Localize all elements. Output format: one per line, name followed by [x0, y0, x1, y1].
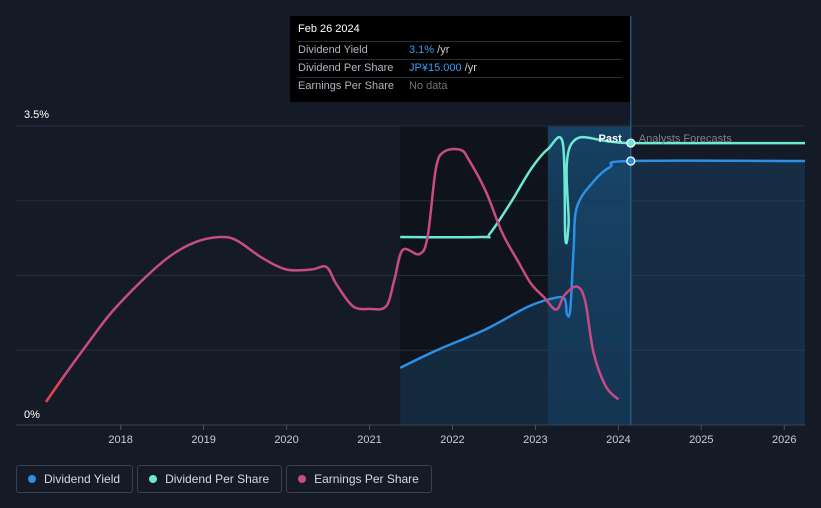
tooltip-label: Dividend Yield	[298, 44, 368, 56]
legend-label: Earnings Per Share	[314, 472, 419, 486]
tooltip-label: Dividend Per Share	[298, 62, 394, 74]
tooltip-row-dividend-per-share: Dividend Per Share JP¥15.000 /yr	[298, 59, 622, 77]
legend-dot-icon	[28, 475, 36, 483]
tooltip-value-suffix: /yr	[461, 62, 477, 74]
tooltip-value-suffix: /yr	[434, 44, 450, 56]
legend: Dividend Yield Dividend Per Share Earnin…	[16, 465, 432, 493]
tooltip-row-earnings-per-share: Earnings Per Share No data	[298, 77, 622, 95]
tooltip-row-dividend-yield: Dividend Yield 3.1% /yr	[298, 41, 622, 59]
x-tick-label: 2025	[689, 434, 713, 446]
forecast-dots	[626, 138, 636, 166]
legend-item-earnings-per-share[interactable]: Earnings Per Share	[286, 465, 432, 493]
tooltip-date: Feb 26 2024	[298, 23, 360, 35]
legend-item-dividend-per-share[interactable]: Dividend Per Share	[137, 465, 283, 493]
x-tick-label: 2020	[274, 434, 298, 446]
x-tick-label: 2023	[523, 434, 547, 446]
tooltip-value-number: 3.1%	[409, 44, 435, 56]
legend-label: Dividend Yield	[44, 472, 121, 486]
x-tick-label: 2019	[191, 434, 215, 446]
tooltip-label: Earnings Per Share	[298, 80, 394, 92]
y-tick-label: 0%	[24, 409, 40, 421]
x-tick-label: 2026	[772, 434, 796, 446]
x-tick-label: 2024	[606, 434, 630, 446]
earnings-per-share-line	[44, 147, 620, 403]
series-lines	[44, 135, 806, 403]
earnings-per-share-start-segment	[44, 377, 64, 403]
x-axis: 2018 2019 2020 2021 2022 2023 2024 2025 2026	[108, 425, 797, 446]
tooltip-value-number: JP¥15.000	[409, 62, 462, 74]
tooltip: Feb 26 2024 Dividend Yield 3.1% /yr Divi…	[290, 16, 630, 102]
dividend-per-share-dot	[626, 138, 636, 148]
dividend-yield-line	[399, 159, 806, 369]
dividend-yield-dot	[626, 156, 636, 166]
x-tick-label: 2022	[440, 434, 464, 446]
tooltip-value: 3.1% /yr	[409, 42, 449, 59]
legend-item-dividend-yield[interactable]: Dividend Yield	[16, 465, 134, 493]
legend-dot-icon	[298, 475, 307, 483]
y-tick-label: 3.5%	[24, 109, 49, 121]
legend-dot-icon	[149, 475, 158, 483]
x-tick-label: 2021	[357, 434, 381, 446]
past-label: Past	[599, 133, 623, 145]
dividend-yield-area	[400, 161, 805, 426]
x-tick-label: 2018	[108, 434, 132, 446]
dividend-per-share-line	[400, 135, 805, 245]
tooltip-value: JP¥15.000 /yr	[409, 60, 477, 77]
gridlines	[16, 125, 805, 426]
tooltip-value: No data	[409, 80, 448, 92]
legend-label: Dividend Per Share	[165, 472, 270, 486]
forecast-label: Analysts Forecasts	[639, 133, 732, 145]
